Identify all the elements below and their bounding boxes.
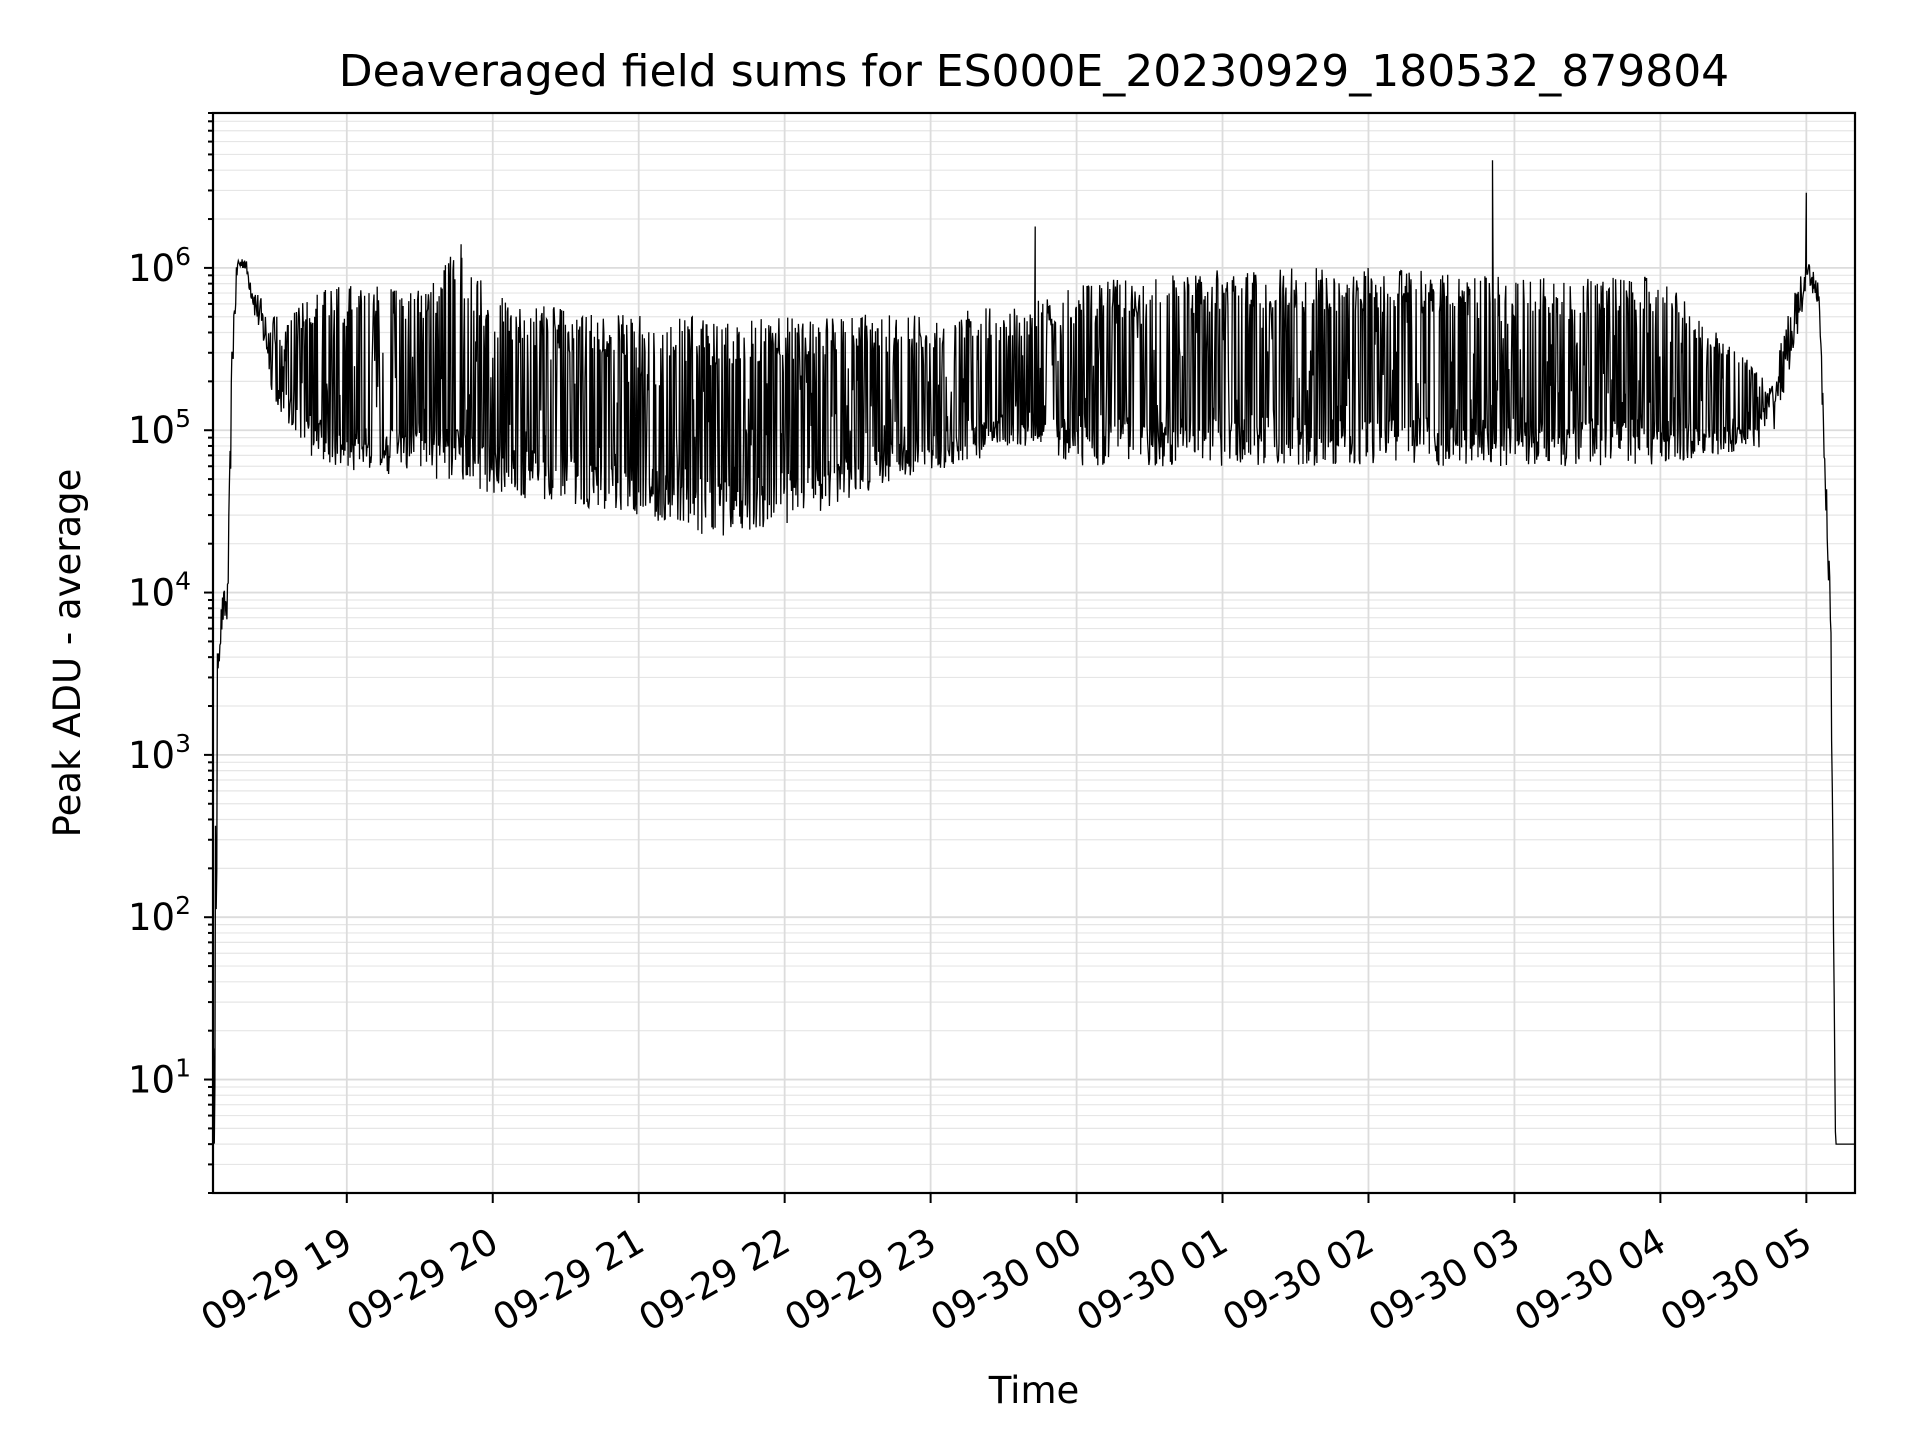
y-tick-label: 106 — [128, 242, 191, 290]
y-axis-label: Peak ADU - average — [46, 469, 89, 838]
y-tick-label: 101 — [128, 1054, 191, 1102]
y-tick-label: 105 — [128, 404, 191, 452]
x-axis-label: Time — [988, 1369, 1080, 1412]
y-tick-label: 104 — [128, 567, 191, 615]
y-tick-label: 102 — [128, 891, 191, 939]
plot-area-frame — [211, 111, 1857, 1195]
chart-title: Deaveraged field sums for ES000E_2023092… — [339, 46, 1729, 97]
series-line — [212, 160, 1855, 1145]
y-tick-label: 103 — [128, 729, 191, 777]
